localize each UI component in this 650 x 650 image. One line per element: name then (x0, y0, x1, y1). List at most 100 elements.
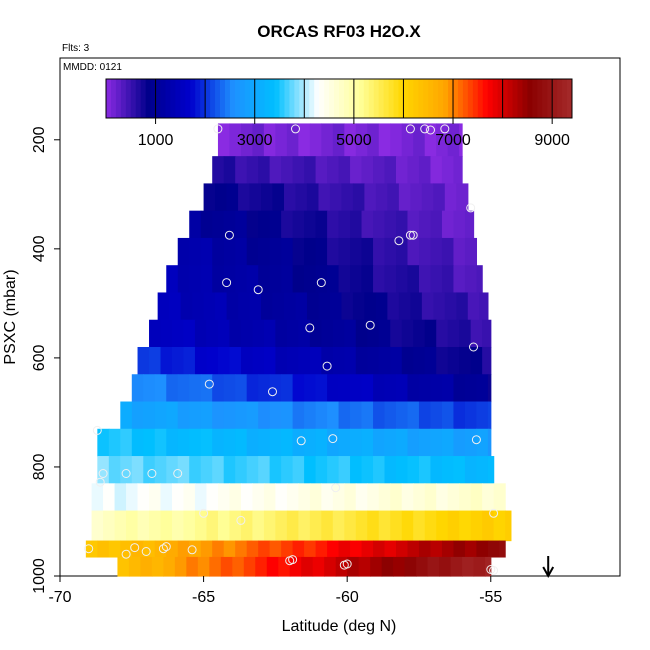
heatmap-cell (266, 556, 279, 577)
heatmap-cell (246, 456, 259, 484)
heatmap-cell (315, 456, 328, 484)
colorbar-tick-label: 3000 (237, 132, 273, 149)
heatmap-cell (215, 183, 228, 212)
heatmap-cell (149, 346, 162, 375)
heatmap-cell (269, 401, 282, 430)
heatmap-cell (424, 483, 437, 512)
colorbar-swatch (185, 79, 191, 118)
heatmap-cell (281, 156, 294, 185)
flight-point (394, 236, 404, 246)
heatmap-cell (215, 292, 228, 321)
heatmap-cell (226, 183, 239, 212)
heatmap-cell (246, 540, 259, 558)
heatmap-cell (258, 540, 271, 558)
heatmap-cell (281, 374, 294, 403)
heatmap-cell (332, 483, 345, 512)
colorbar: 1000 3000 5000 7000 9000 (105, 78, 573, 149)
colorbar-swatch (343, 79, 350, 118)
heatmap-cell (212, 210, 225, 239)
heatmap-cell (217, 123, 231, 157)
heatmap-cell (263, 510, 276, 542)
heatmap-cell (151, 556, 164, 577)
heatmap-cell (189, 237, 202, 266)
heatmap-cell (252, 319, 265, 348)
heatmap-cell (453, 540, 466, 558)
heatmap-cells (85, 123, 512, 577)
heatmap-cell (154, 374, 167, 403)
heatmap-cell (447, 346, 460, 375)
heatmap-cell (407, 401, 420, 430)
colorbar-swatch (373, 79, 380, 118)
heatmap-cell (206, 483, 219, 512)
heatmap-cell (172, 346, 185, 375)
heatmap-cell (194, 483, 208, 512)
colorbar-swatch (220, 79, 226, 118)
heatmap-cell (459, 346, 472, 375)
colorbar-swatch (150, 79, 156, 118)
colorbar-swatch (477, 79, 484, 118)
heatmap-cell (441, 156, 455, 185)
heatmap-cell (338, 237, 351, 266)
heatmap-cell (444, 183, 457, 212)
heatmap-cell (364, 292, 377, 321)
colorbar-swatch (393, 79, 399, 118)
heatmap-cell (373, 156, 386, 185)
heatmap-cell (367, 346, 380, 375)
heatmap-cell (424, 319, 437, 348)
heatmap-cell (436, 319, 449, 348)
heatmap-cell (306, 292, 320, 321)
heatmap-cell (407, 156, 420, 185)
heatmap-cell (373, 456, 386, 484)
heatmap-cell (189, 456, 202, 484)
heatmap-cell (183, 319, 196, 348)
heatmap-cell (338, 156, 351, 185)
flight-point (316, 278, 326, 288)
heatmap-cell (418, 156, 432, 185)
heatmap-cell (424, 510, 437, 542)
colorbar-swatch (462, 79, 469, 118)
heatmap-cell (390, 319, 403, 348)
heatmap-cell (367, 483, 380, 512)
heatmap-cell (418, 428, 432, 457)
heatmap-cell (263, 319, 276, 348)
mmdd-annotation: MMDD: 0121 (63, 62, 122, 73)
colorbar-swatch (324, 79, 330, 118)
chart-title: ORCAS RF03 H2O.X (257, 22, 421, 41)
flight-point (224, 230, 234, 240)
heatmap-cell (338, 265, 351, 294)
heatmap-cell (235, 456, 248, 484)
heatmap-cell (298, 319, 311, 348)
heatmap-cell (324, 556, 337, 577)
heatmap-cell (413, 483, 426, 512)
heatmap-cell (304, 374, 317, 403)
flight-point (199, 508, 209, 518)
colorbar-swatch (299, 79, 305, 118)
heatmap-cell (174, 556, 187, 577)
heatmap-cell (269, 265, 282, 294)
flight-point (405, 124, 415, 134)
heatmap-cell (361, 265, 374, 294)
heatmap-cell (413, 346, 426, 375)
heatmap-cell (183, 346, 196, 375)
heatmap-cell (131, 540, 144, 558)
heatmap-cell (292, 210, 305, 239)
heatmap-cell (370, 556, 383, 577)
heatmap-cell (143, 428, 156, 457)
heatmap-cell (453, 237, 466, 266)
heatmap-cell (149, 319, 162, 348)
heatmap-cell (281, 210, 294, 239)
heatmap-cell (292, 265, 305, 294)
colorbar-tick-label: 7000 (435, 132, 471, 149)
heatmap-cell (301, 556, 314, 577)
heatmap-cell (355, 510, 368, 542)
heatmap-cell (246, 210, 259, 239)
heatmap-cell (413, 123, 426, 157)
heatmap-cell (338, 540, 351, 558)
heatmap-cell (189, 401, 202, 430)
heatmap-cell (315, 156, 328, 185)
heatmap-cell (189, 265, 202, 294)
heatmap-cell (281, 456, 294, 484)
heatmap-cell (447, 510, 460, 542)
colorbar-swatch (314, 79, 320, 118)
heatmap-cell (249, 292, 262, 321)
